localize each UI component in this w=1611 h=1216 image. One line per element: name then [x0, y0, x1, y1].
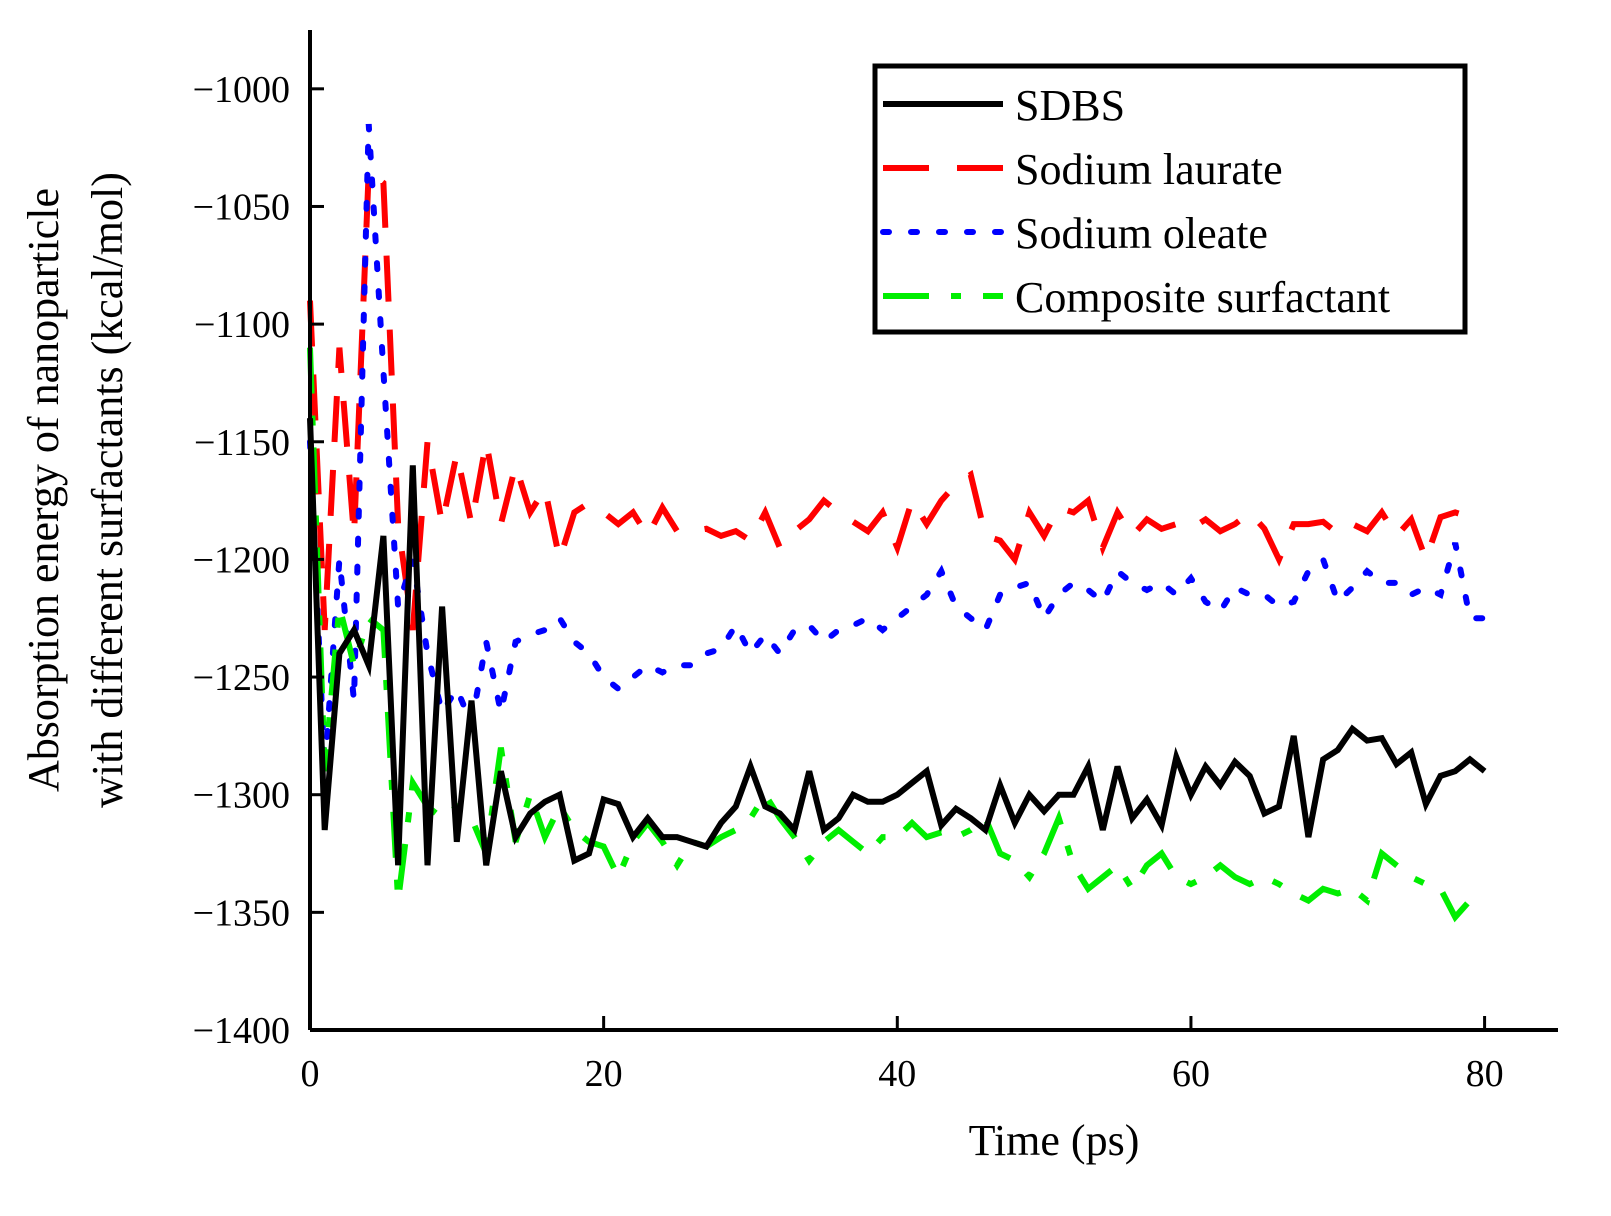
legend-label-sdbs: SDBS — [1015, 81, 1125, 130]
x-axis-label: Time (ps) — [969, 1116, 1140, 1165]
x-tick-label: 60 — [1172, 1053, 1210, 1095]
y-axis-label: Absorption energy of nanoparticle with d… — [19, 172, 132, 808]
x-tick-label: 0 — [301, 1053, 320, 1095]
legend-box — [872, 63, 1468, 335]
y-tick-label: −1100 — [194, 304, 290, 346]
x-tick-label: 20 — [585, 1053, 623, 1095]
y-tick-label: −1400 — [193, 1010, 290, 1052]
y-tick-label: −1150 — [194, 422, 290, 464]
y-tick-label: −1350 — [193, 892, 290, 934]
legend-label-composite-surfactant: Composite surfactant — [1015, 273, 1390, 322]
x-tick-label: 80 — [1466, 1053, 1504, 1095]
y-tick-label: −1300 — [193, 775, 290, 817]
y-axis-label-line-1: Absorption energy of nanoparticle — [19, 188, 68, 792]
legend: SDBS Sodium laurate Sodium oleate Composite… — [872, 63, 1468, 335]
plot-area — [307, 123, 1488, 923]
series-line-composite-surfactant — [307, 347, 1485, 923]
y-tick-label: −1250 — [193, 657, 290, 699]
legend-label-sodium-oleate: Sodium oleate — [1015, 209, 1268, 258]
series-line-sodium-laurate — [307, 165, 1486, 631]
y-axis-label-line-2: with different surfactants (kcal/mol) — [83, 172, 132, 808]
axes: 0 20 40 60 80 −1000 −1050 −1100 −1150 −1200 −1250… — [193, 30, 1558, 1095]
series-line-sdbs — [307, 418, 1487, 866]
legend-label-sodium-laurate: Sodium laurate — [1015, 145, 1283, 194]
y-tick-label: −1000 — [193, 69, 290, 111]
x-axis-ticks: 0 20 40 60 80 — [301, 1016, 1504, 1095]
y-axis-ticks: −1000 −1050 −1100 −1150 −1200 −1250 −1300 −1350… — [193, 69, 324, 1052]
y-tick-label: −1200 — [193, 539, 290, 581]
x-tick-label: 40 — [878, 1053, 916, 1095]
y-tick-label: −1050 — [193, 186, 290, 228]
